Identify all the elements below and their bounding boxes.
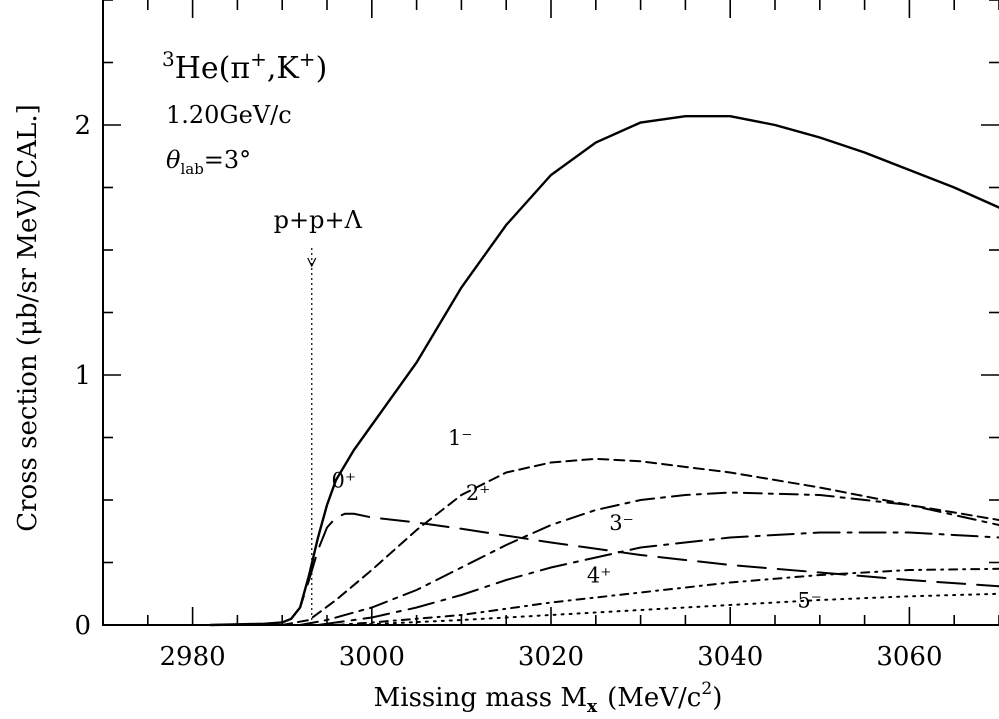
series-label-3-: 3⁻ bbox=[609, 511, 633, 535]
chart-subtitle-angle: θlab=3° bbox=[166, 146, 251, 178]
x-tick-label: 3020 bbox=[518, 642, 584, 672]
series-line-1- bbox=[281, 457, 999, 626]
chart-subtitle-momentum: 1.20GeV/c bbox=[166, 101, 292, 129]
y-tick-label: 0 bbox=[74, 611, 91, 641]
y-tick-label: 2 bbox=[74, 111, 91, 141]
curves bbox=[209, 115, 999, 627]
series-line-3- bbox=[317, 531, 999, 626]
series-line-0+ bbox=[209, 512, 999, 626]
labels: 2980 3000 3020 3040 3060 0 1 2 0⁺ 1⁻ 2⁺ 3⁻ 4⁺ 5⁻ bbox=[74, 111, 942, 672]
threshold-label: p+p+Λ bbox=[274, 206, 363, 234]
x-tick-label: 3000 bbox=[339, 642, 405, 672]
series-line-total bbox=[209, 115, 999, 627]
axes bbox=[102, 0, 999, 626]
series-label-2+: 2⁺ bbox=[466, 481, 490, 505]
threshold-arrow bbox=[307, 257, 317, 268]
x-axis-title: Missing mass Mx (MeV/c2) bbox=[374, 679, 723, 717]
x-tick-label: 2980 bbox=[160, 642, 226, 672]
series-label-5-: 5⁻ bbox=[797, 589, 821, 613]
x-tick-label: 3040 bbox=[697, 642, 763, 672]
series-label-4+: 4⁺ bbox=[587, 564, 611, 588]
y-axis-title: Cross section (μb/sr MeV)[CAL.] bbox=[13, 104, 43, 532]
series-line-5- bbox=[352, 592, 999, 626]
y-tick-label: 1 bbox=[74, 361, 91, 391]
series-line-2+ bbox=[299, 491, 999, 626]
chart-title-reaction: 3He(π+,K+) bbox=[162, 47, 327, 86]
axis-frame bbox=[102, 0, 999, 626]
series-line-4+ bbox=[335, 567, 999, 626]
series-label-0+: 0⁺ bbox=[331, 469, 355, 493]
x-tick-label: 3060 bbox=[876, 642, 942, 672]
series-label-1-: 1⁻ bbox=[448, 426, 472, 450]
